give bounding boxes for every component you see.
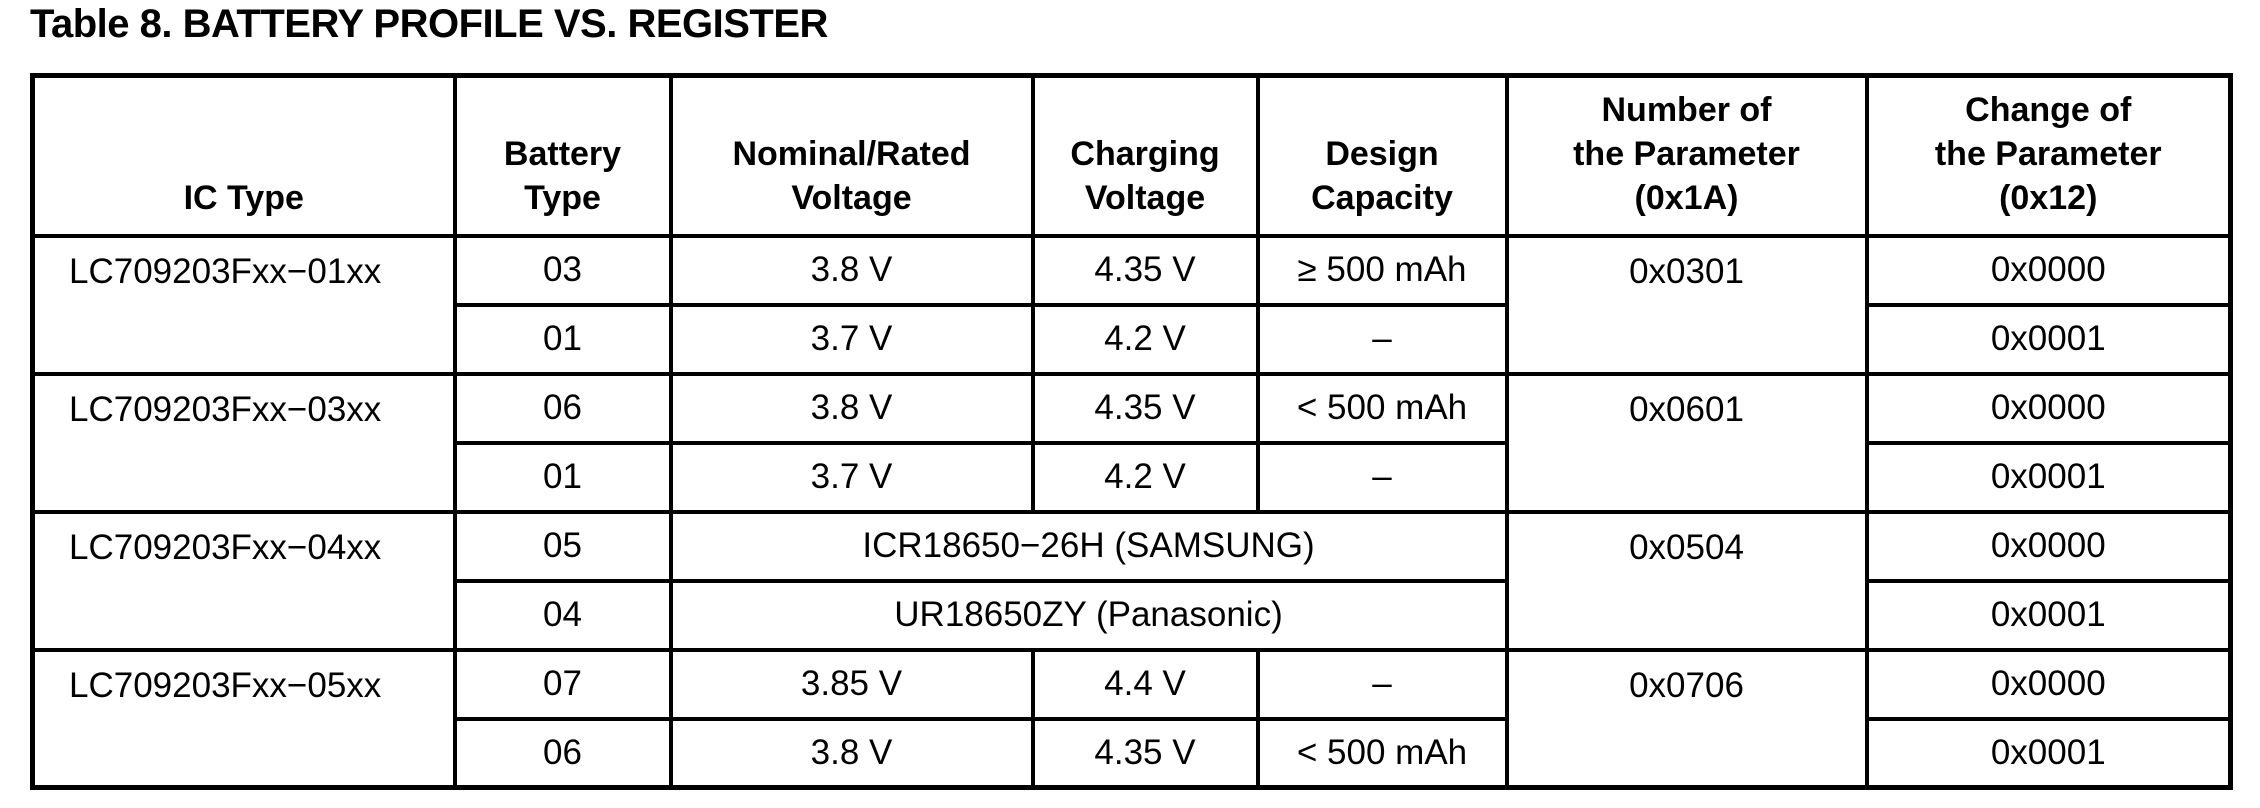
design-capacity-cell: < 500 mAh [1255, 371, 1509, 445]
col-header-parameter-change: Change of the Parameter (0x12) [1864, 73, 2233, 238]
ic-type-cell: LC709203Fxx−04xx [30, 509, 457, 652]
ic-type-cell: LC709203Fxx−03xx [30, 371, 457, 514]
parameter-number-cell: 0x0504 [1504, 509, 1869, 652]
nominal-voltage-cell: 3.8 V [668, 371, 1035, 445]
battery-type-cell: 04 [452, 578, 673, 652]
table-row: LC709203Fxx−05xx 07 3.85 V 4.4 V – 0x070… [30, 647, 2233, 790]
table-title: Table 8. BATTERY PROFILE VS. REGISTER [30, 2, 828, 46]
design-capacity-cell: – [1255, 440, 1509, 514]
charging-voltage-cell: 4.35 V [1030, 371, 1260, 445]
col-header-parameter-number: Number of the Parameter (0x1A) [1504, 73, 1869, 238]
table-row: LC709203Fxx−01xx 03 3.8 V 4.35 V ≥ 500 m… [30, 233, 2233, 376]
battery-profile-table: IC Type Battery Type Nominal/Rated Volta… [30, 73, 2233, 790]
table-row: 01 3.7 V 4.2 V – 0x0001 [33, 440, 2233, 514]
battery-type-cell: 05 [452, 509, 673, 583]
nominal-voltage-cell: 3.7 V [668, 302, 1035, 376]
parameter-number-cell: 0x0706 [1504, 647, 1869, 790]
parameter-change-cell: 0x0001 [1864, 716, 2233, 790]
battery-type-cell: 01 [452, 440, 673, 514]
battery-type-cell: 06 [452, 371, 673, 445]
battery-model-cell: UR18650ZY (Panasonic) [668, 578, 1509, 652]
battery-type-cell: 01 [452, 302, 673, 376]
parameter-number-cell: 0x0601 [1504, 371, 1869, 514]
nominal-voltage-cell: 3.8 V [668, 716, 1035, 790]
table-row: LC709203Fxx−04xx 05 ICR18650−26H (SAMSUN… [30, 509, 2233, 652]
parameter-number-cell: 0x0301 [1504, 233, 1869, 376]
battery-model-cell: ICR18650−26H (SAMSUNG) [668, 509, 1509, 583]
parameter-change-cell: 0x0001 [1864, 578, 2233, 652]
design-capacity-cell: ≥ 500 mAh [1255, 233, 1509, 307]
col-header-nominal-voltage: Nominal/Rated Voltage [668, 73, 1035, 238]
battery-type-cell: 06 [452, 716, 673, 790]
header-row: IC Type Battery Type Nominal/Rated Volta… [30, 73, 2233, 238]
table-row: 01 3.7 V 4.2 V – 0x0001 [33, 302, 2233, 376]
design-capacity-cell: – [1255, 302, 1509, 376]
table-row: 04 UR18650ZY (Panasonic) 0x0001 [33, 578, 2233, 652]
parameter-change-cell: 0x0000 [1864, 647, 2233, 721]
parameter-change-cell: 0x0001 [1864, 440, 2233, 514]
ic-type-cell: LC709203Fxx−01xx [30, 233, 457, 376]
nominal-voltage-cell: 3.7 V [668, 440, 1035, 514]
design-capacity-cell: < 500 mAh [1255, 716, 1509, 790]
ic-type-cell: LC709203Fxx−05xx [30, 647, 457, 790]
table-row: 06 3.8 V 4.35 V < 500 mAh 0x0001 [33, 716, 2233, 790]
battery-type-cell: 03 [452, 233, 673, 307]
col-header-charging-voltage: Charging Voltage [1030, 73, 1260, 238]
parameter-change-cell: 0x0001 [1864, 302, 2233, 376]
parameter-change-cell: 0x0000 [1864, 509, 2233, 583]
charging-voltage-cell: 4.4 V [1030, 647, 1260, 721]
nominal-voltage-cell: 3.85 V [668, 647, 1035, 721]
nominal-voltage-cell: 3.8 V [668, 233, 1035, 307]
charging-voltage-cell: 4.35 V [1030, 716, 1260, 790]
battery-type-cell: 07 [452, 647, 673, 721]
col-header-battery-type: Battery Type [452, 73, 673, 238]
col-header-ic-type: IC Type [30, 73, 457, 238]
charging-voltage-cell: 4.2 V [1030, 440, 1260, 514]
charging-voltage-cell: 4.35 V [1030, 233, 1260, 307]
charging-voltage-cell: 4.2 V [1030, 302, 1260, 376]
design-capacity-cell: – [1255, 647, 1509, 721]
table-row: LC709203Fxx−03xx 06 3.8 V 4.35 V < 500 m… [30, 371, 2233, 514]
parameter-change-cell: 0x0000 [1864, 371, 2233, 445]
col-header-design-capacity: Design Capacity [1255, 73, 1509, 238]
parameter-change-cell: 0x0000 [1864, 233, 2233, 307]
